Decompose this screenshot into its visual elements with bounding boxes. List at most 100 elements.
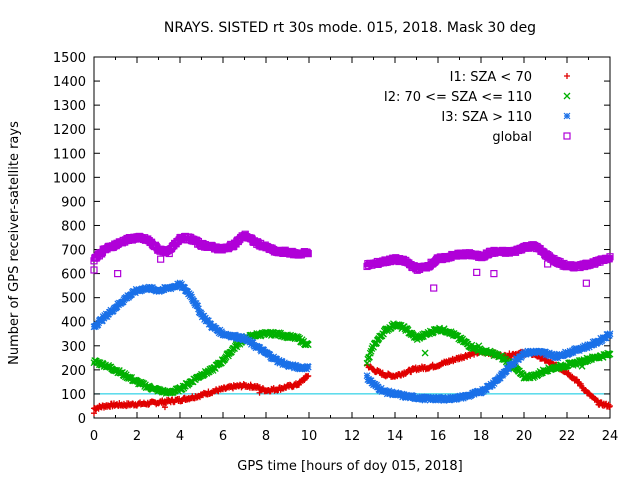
outlier-point [157,255,165,263]
data-point [606,350,614,358]
legend-label: global [492,130,532,145]
outlier-point [473,268,481,276]
data-point [363,372,371,380]
data-points-group [90,230,614,417]
data-point [304,341,312,349]
data-point [165,249,173,258]
data-point [188,293,195,301]
x-tick-label: 8 [262,429,270,444]
outlier-point [114,270,122,278]
data-point [238,332,245,340]
legend-marker [563,92,571,100]
data-point [505,365,513,373]
y-tick-label: 500 [61,292,86,307]
outlier-point [90,266,98,274]
outlier-point [430,284,438,292]
data-point [249,339,257,347]
legend-marker [564,73,570,79]
data-point [583,344,591,352]
legend-label: I1: SZA < 70 [450,70,532,85]
outlier-point [161,404,168,411]
data-point [572,347,579,355]
y-tick-label: 1200 [53,123,86,138]
data-point [305,372,312,379]
data-point [187,291,195,299]
series-4 [90,230,614,274]
outlier-point [421,349,429,357]
data-point [217,330,225,338]
data-point [94,321,102,329]
data-point [304,363,312,371]
data-point [103,313,111,320]
y-axis-label: Number of GPS receiver-satellite rays [7,121,22,365]
y-tick-label: 100 [61,388,86,403]
data-point [303,249,312,257]
plot-frame [93,56,611,419]
x-tick-label: 22 [559,429,576,444]
y-tick-label: 700 [61,244,86,259]
y-tick-label: 300 [61,340,86,355]
data-point [247,338,255,346]
x-tick-label: 12 [344,429,361,444]
data-point [303,248,311,256]
data-point [175,282,182,290]
y-tick-label: 600 [61,268,86,283]
data-point [606,253,614,261]
series-2 [90,320,614,397]
data-point [606,330,614,338]
y-tick-label: 900 [61,195,86,210]
outlier-point [490,270,498,278]
y-tick-label: 400 [61,316,86,331]
y-tick-label: 1500 [53,51,86,66]
data-point [119,298,127,306]
y-tick-label: 1000 [53,171,86,186]
data-point [606,404,613,411]
data-point [95,319,103,327]
chart-title: NRAYS. SISTED rt 30s mode. 015, 2018. Ma… [164,20,536,36]
data-point [408,369,415,376]
legend: I1: SZA < 70 I2: 70 <= SZA <= 110 I3: SZA … [384,70,571,145]
data-point [590,341,598,348]
outlier-point [582,279,590,287]
x-tick-label: 10 [301,429,318,444]
data-point [366,349,374,357]
axes-group: 0 100 200 300 400 500 600 700 800 900 1000 1100 1200… [53,51,618,444]
data-point [605,255,613,263]
x-axis-label: GPS time [hours of doy 015, 2018] [237,459,462,474]
y-tick-label: 1400 [53,75,86,90]
data-point [194,302,202,310]
legend-marker [563,132,571,140]
y-tick-label: 1300 [53,99,86,114]
outlier-point [91,410,97,417]
legend-label: I2: 70 <= SZA <= 110 [384,90,532,105]
y-tick-label: 1100 [53,147,86,162]
y-tick-label: 800 [61,219,86,234]
legend-marker [563,112,571,120]
x-tick-label: 24 [602,429,619,444]
data-point [273,355,281,363]
x-tick-label: 6 [219,429,227,444]
y-tick-label: 0 [78,412,86,427]
outlier-point [544,260,552,268]
outlier-point [256,389,263,396]
data-point [192,300,200,307]
data-point [195,305,202,313]
data-point [204,317,212,325]
data-point [374,383,382,391]
outlier-point [475,342,483,350]
x-tick-label: 20 [516,429,533,444]
data-point [266,351,274,359]
data-point [181,284,189,292]
legend-label: I3: SZA > 110 [441,110,532,125]
data-point [231,331,239,339]
x-tick-label: 4 [176,429,184,444]
y-tick-label: 200 [61,364,86,379]
x-tick-label: 2 [133,429,141,444]
data-point [289,361,297,369]
series-3 [90,279,614,404]
outlier-point [578,362,586,370]
data-point [605,332,613,339]
data-point [99,317,106,325]
data-point [304,250,312,258]
